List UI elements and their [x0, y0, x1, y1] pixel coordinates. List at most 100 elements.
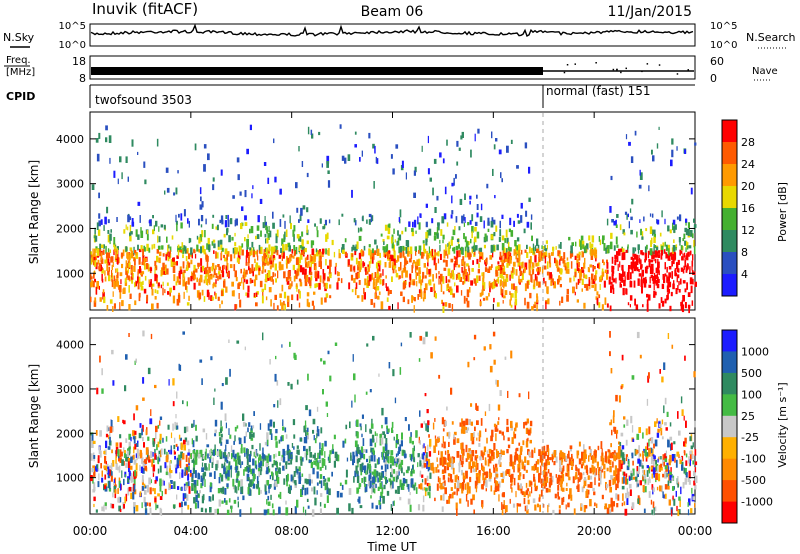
velocity-cell [610, 497, 613, 504]
velocity-cell [391, 459, 394, 466]
velocity-cell [133, 446, 135, 454]
velocity-cell [349, 421, 351, 429]
nave-right-tick-top: 60 [710, 55, 724, 68]
velocity-cell [418, 358, 421, 362]
velocity-cell [362, 438, 365, 446]
velocity-cell [252, 468, 255, 476]
power-cell [217, 296, 220, 301]
velocity-cell [647, 375, 650, 383]
power-cell [643, 216, 645, 222]
velocity-cell [484, 411, 487, 416]
velocity-cell [528, 429, 531, 436]
power-cell [528, 197, 531, 202]
velocity-cell [373, 449, 375, 455]
velocity-cell [511, 487, 513, 493]
power-cell [318, 131, 321, 136]
power-cell [129, 232, 132, 237]
velocity-cell [551, 475, 554, 483]
power-cell [590, 246, 592, 250]
velocity-cell [373, 485, 376, 494]
velocity-cell [214, 419, 218, 427]
velocity-cell [279, 398, 282, 406]
power-cell [405, 240, 409, 247]
power-cell [481, 272, 483, 277]
power-cell [362, 215, 364, 222]
velocity-cell [407, 466, 410, 471]
power-cell [668, 266, 672, 270]
power-cell [320, 297, 323, 305]
power-cell [604, 269, 608, 273]
power-cell [245, 262, 248, 266]
power-cell [220, 290, 224, 297]
velocity-cell [214, 444, 216, 450]
power-cell [515, 269, 518, 276]
velocity-cell [270, 494, 272, 500]
power-cell [125, 224, 127, 230]
power-cell [301, 231, 304, 237]
noise-left-tick-bottom: 10^0 [59, 40, 86, 51]
power-cell [607, 245, 610, 254]
power-cell [630, 272, 632, 280]
power-cell [131, 280, 134, 284]
power-cell [612, 278, 616, 283]
power-cell [151, 283, 155, 287]
velocity-cell [225, 444, 227, 452]
velocity-cell [670, 443, 672, 451]
velocity-cell [311, 509, 315, 517]
power-cell [628, 265, 631, 269]
velocity-cell [214, 433, 217, 437]
power-cell [122, 249, 125, 257]
power-cell [433, 235, 437, 241]
velocity-cell [359, 449, 361, 454]
freq-left-tick-top: 18 [72, 55, 86, 68]
velocity-cell [270, 433, 273, 440]
power-cell [397, 237, 400, 246]
velocity-cell [653, 443, 655, 449]
power-cell [423, 263, 426, 268]
velocity-cell [384, 443, 388, 451]
velocity-cell [250, 507, 252, 514]
velocity-cell [351, 507, 354, 514]
velocity-cell [395, 463, 398, 468]
velocity-cell [453, 491, 456, 495]
power-cell [676, 262, 679, 270]
power-cell [108, 275, 111, 282]
velocity-cell [415, 430, 418, 438]
power-cell [229, 218, 233, 225]
velocity-cell [267, 508, 270, 515]
power-ytick-label: 4000 [56, 133, 84, 146]
power-cell [237, 174, 240, 181]
power-cell [368, 261, 371, 269]
power-cell [460, 246, 463, 255]
power-cell [263, 162, 267, 166]
velocity-cell [474, 480, 478, 489]
power-cell [186, 249, 189, 254]
velocity-cell [506, 418, 509, 426]
velocity-cell [397, 486, 400, 494]
power-cell [652, 276, 655, 284]
velocity-cell [568, 494, 570, 500]
velocity-cell [368, 474, 371, 482]
power-cell [125, 246, 128, 252]
velocity-cell [675, 459, 678, 468]
power-cell [262, 266, 264, 273]
velocity-cell [404, 417, 407, 422]
velocity-cell [193, 419, 195, 427]
power-cell [389, 290, 392, 294]
velocity-cell [637, 498, 640, 504]
power-cell [470, 238, 472, 244]
velocity-cell [392, 501, 395, 506]
power-cell [375, 286, 377, 293]
power-cell [92, 272, 95, 279]
velocity-cell [440, 482, 443, 490]
velocity-cell [357, 462, 359, 468]
power-cell [667, 292, 669, 300]
velocity-cell [302, 506, 305, 513]
power-cell [488, 292, 490, 297]
velocity-cell [386, 450, 388, 458]
velocity-cell [594, 453, 597, 461]
power-cell [94, 278, 96, 283]
velocity-cell [670, 474, 673, 479]
power-cell [272, 272, 275, 278]
velocity-cell [468, 461, 471, 470]
